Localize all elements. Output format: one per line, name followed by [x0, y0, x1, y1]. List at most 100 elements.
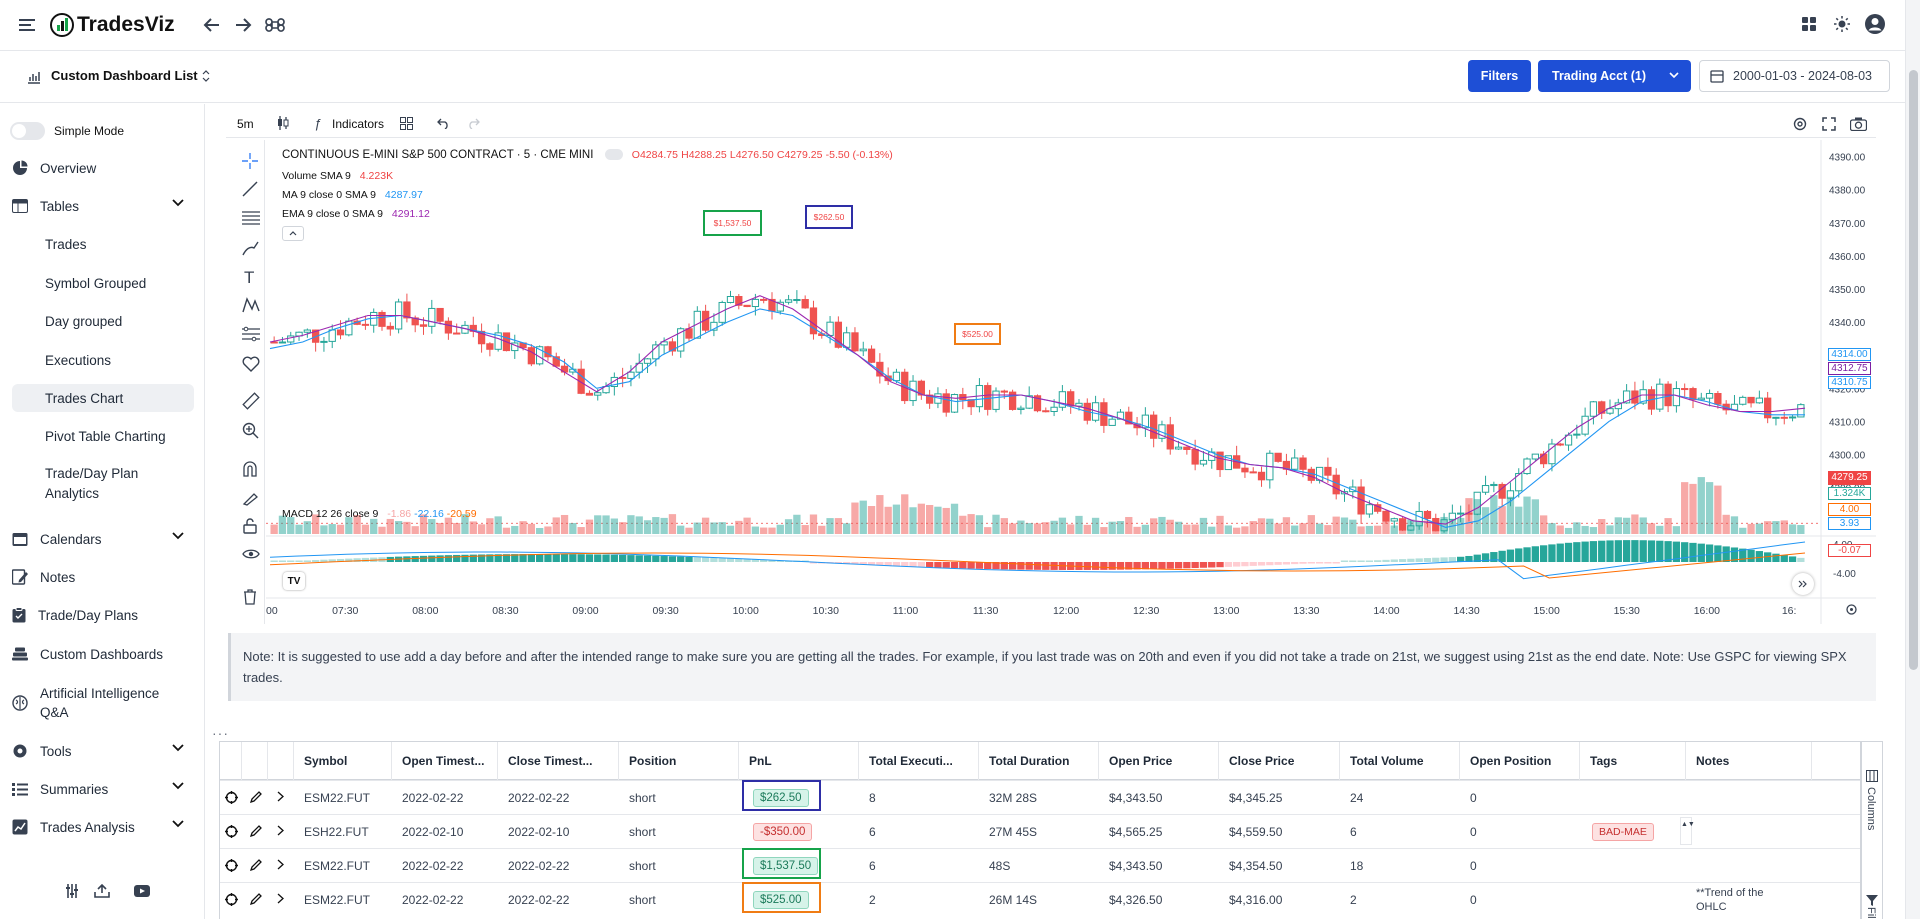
target-icon[interactable]	[225, 825, 238, 838]
command-icon[interactable]	[265, 15, 285, 35]
sidebar-item-custom-dashboards[interactable]: Custom Dashboards	[12, 640, 194, 668]
sidebar-item-plan-analytics[interactable]: Trade/Day Plan Analytics	[12, 464, 194, 504]
edit-pencil-icon[interactable]	[250, 893, 262, 905]
column-header[interactable]: Open Position	[1460, 742, 1580, 780]
simple-mode-toggle[interactable]	[10, 122, 45, 140]
annotation-box-orange[interactable]: $525.00	[954, 323, 1001, 345]
edit-pencil-icon[interactable]	[250, 859, 262, 871]
sidebar-item-trade-day-plans[interactable]: Trade/Day Plans	[12, 601, 194, 629]
target-icon[interactable]	[225, 893, 238, 906]
trash-icon[interactable]	[243, 589, 257, 605]
sidebar-item-pivot-table[interactable]: Pivot Table Charting	[12, 422, 194, 450]
trend-line-icon[interactable]	[242, 181, 258, 197]
column-header[interactable]: Close Price	[1219, 742, 1340, 780]
app-title[interactable]: TradesViz	[77, 13, 175, 36]
price-chart[interactable]: 4390.00 4380.00 4370.00 4360.00 4350.00 4340.…	[266, 140, 1876, 624]
axis-settings-icon[interactable]	[1845, 603, 1858, 616]
sidebar-item-tables[interactable]: Tables	[12, 192, 194, 220]
crosshair-icon[interactable]	[242, 153, 258, 169]
theme-sun-icon[interactable]	[1834, 16, 1850, 32]
expand-chevron-icon[interactable]	[277, 859, 284, 870]
column-header[interactable]: Total Duration	[979, 742, 1099, 780]
column-header[interactable]: Symbol	[294, 742, 392, 780]
tag-badge[interactable]: BAD-MAE	[1592, 822, 1654, 841]
sidebar-item-trades-analysis[interactable]: Trades Analysis	[12, 813, 194, 841]
column-header[interactable]: Notes	[1686, 742, 1812, 780]
page-scrollbar[interactable]	[1905, 0, 1920, 919]
brush-icon[interactable]	[242, 240, 260, 256]
table-row[interactable]: ESM22.FUT 2022-02-22 2022-02-22 short $525.0…	[220, 882, 1860, 915]
edit-pencil-icon[interactable]	[250, 791, 262, 803]
candle-style-icon[interactable]	[276, 116, 290, 130]
interval-button[interactable]: 5m	[237, 117, 254, 131]
lock-icon[interactable]	[243, 518, 257, 534]
camera-icon[interactable]	[1850, 117, 1867, 131]
youtube-icon[interactable]	[134, 885, 150, 897]
annotation-box-green[interactable]: $1,537.50	[703, 210, 762, 236]
fullscreen-icon[interactable]	[1822, 117, 1836, 131]
indicators-button[interactable]: Indicators	[332, 117, 385, 131]
trading-account-select[interactable]: Trading Acct (1)	[1538, 60, 1691, 92]
edit-pencil-icon[interactable]	[250, 825, 262, 837]
ruler-icon[interactable]	[242, 392, 260, 410]
menu-icon[interactable]	[18, 16, 36, 34]
column-header[interactable]: Total Executi...	[859, 742, 979, 780]
pattern-tool-icon[interactable]	[242, 297, 260, 313]
sidebar-item-symbol-grouped[interactable]: Symbol Grouped	[12, 269, 194, 297]
forward-arrow-icon[interactable]	[233, 15, 253, 35]
table-row[interactable]: ESM22.FUT 2022-02-22 2022-02-22 short $1,537…	[220, 848, 1860, 881]
annotation-box-blue[interactable]: $262.50	[805, 205, 853, 229]
sidebar-item-trades[interactable]: Trades	[12, 230, 194, 258]
dashboard-selector[interactable]: Custom Dashboard List	[51, 68, 198, 83]
date-range-picker[interactable]: 2000-01-03 - 2024-08-03	[1699, 60, 1890, 92]
sidebar-item-calendars[interactable]: Calendars	[12, 525, 194, 553]
fib-lines-icon[interactable]	[242, 211, 260, 225]
indicators-fx-icon[interactable]: ƒ	[314, 116, 322, 131]
apps-grid-icon[interactable]	[1802, 17, 1816, 31]
undo-icon[interactable]	[437, 118, 450, 129]
scroll-to-latest-button[interactable]	[1792, 573, 1814, 595]
sidebar-item-day-grouped[interactable]: Day grouped	[12, 307, 194, 335]
resize-handle-icon[interactable]: ···	[212, 725, 229, 741]
zoom-in-icon[interactable]	[242, 422, 260, 440]
column-header[interactable]: Total Volume	[1340, 742, 1460, 780]
redo-icon[interactable]	[467, 118, 480, 129]
table-row[interactable]: ESH22.FUT 2022-02-10 2022-02-10 short -$350.…	[220, 814, 1860, 847]
sidebar-item-summaries[interactable]: Summaries	[12, 775, 194, 803]
expand-chevron-icon[interactable]	[277, 825, 284, 836]
text-tool-icon[interactable]: T	[244, 268, 255, 287]
sidebar-item-ai-qa[interactable]: Artificial Intelligence Q&A	[12, 682, 194, 724]
heart-icon[interactable]	[242, 356, 260, 372]
table-row[interactable]: ESM22.FUT 2022-02-22 2022-02-22 short $262.5…	[220, 780, 1860, 813]
filters-button[interactable]: Filters	[1468, 60, 1531, 92]
sliders-icon[interactable]	[65, 884, 79, 898]
upload-icon[interactable]	[94, 884, 110, 898]
column-header[interactable]: PnL	[739, 742, 859, 780]
sidebar-item-tools[interactable]: Tools	[12, 737, 194, 765]
expand-chevron-icon[interactable]	[277, 893, 284, 904]
user-avatar-icon[interactable]	[1865, 14, 1885, 34]
tag-stepper[interactable]: ▲▼	[1680, 817, 1695, 845]
sidebar-item-trades-chart[interactable]: Trades Chart	[12, 384, 194, 412]
chevron-updown-icon[interactable]	[202, 70, 210, 82]
column-header[interactable]: Position	[619, 742, 739, 780]
collapse-legend-icon[interactable]	[604, 149, 623, 161]
target-icon[interactable]	[225, 791, 238, 804]
sidebar-item-overview[interactable]: Overview	[12, 154, 194, 182]
scrollbar-thumb[interactable]	[1909, 70, 1918, 670]
legend-collapse-button[interactable]	[282, 226, 304, 241]
column-header[interactable]: Close Timest...	[498, 742, 619, 780]
column-header[interactable]: Tags	[1580, 742, 1686, 780]
expand-chevron-icon[interactable]	[277, 791, 284, 802]
layout-grid-icon[interactable]	[400, 117, 413, 130]
back-arrow-icon[interactable]	[202, 15, 222, 35]
column-header[interactable]: Open Timest...	[392, 742, 498, 780]
note-preview[interactable]: **Trend of the OHLC	[1696, 886, 1764, 913]
magnet-icon[interactable]	[242, 461, 258, 477]
column-header[interactable]: Open Price	[1099, 742, 1219, 780]
sidebar-item-executions[interactable]: Executions	[12, 346, 194, 374]
chart-settings-icon[interactable]	[1792, 116, 1808, 132]
target-icon[interactable]	[225, 859, 238, 872]
sidebar-item-notes[interactable]: Notes	[12, 563, 194, 591]
columns-side-panel[interactable]: Columns Fil	[1861, 741, 1883, 919]
